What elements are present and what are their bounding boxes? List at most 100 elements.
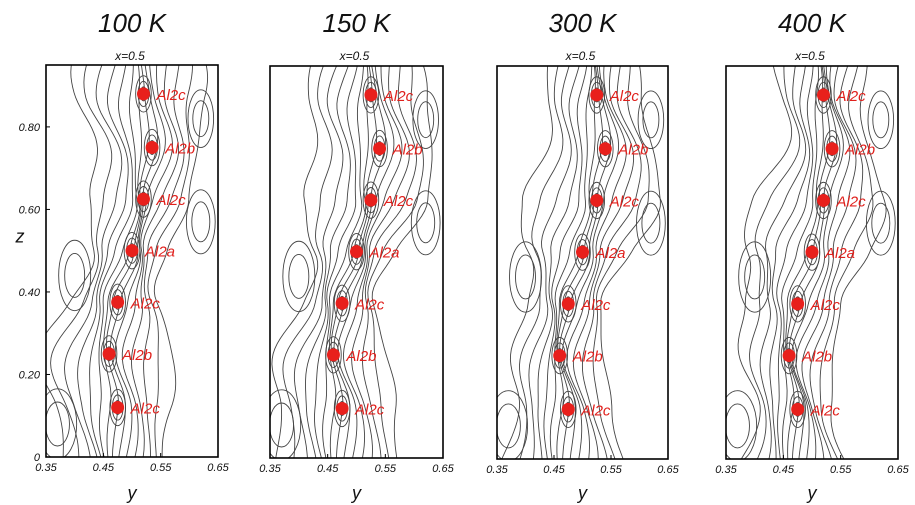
site-marker <box>598 142 612 156</box>
x-tick-label: 0.45 <box>93 462 115 474</box>
contour-loop <box>362 181 380 219</box>
panel-2: 150 K x=0.5 0.35 0.45 0.55 0.65 y Al2c Al2b Al2c A… <box>259 8 454 503</box>
contour-line <box>600 66 661 459</box>
contour-line <box>314 66 358 458</box>
contour-loop <box>871 202 891 244</box>
panel-title: 100 K <box>98 8 168 38</box>
x-axis-label: y <box>350 483 362 503</box>
x-tick-label: 0.35 <box>715 464 737 476</box>
site-marker <box>561 297 575 311</box>
site-label: Al2b <box>801 349 832 366</box>
contour-loop <box>497 390 529 459</box>
contour-line <box>581 66 642 459</box>
site-marker <box>326 348 340 362</box>
contour-line <box>337 66 395 458</box>
site-label: Al2a <box>595 245 626 262</box>
site-marker <box>125 244 139 258</box>
site-label: Al2b <box>164 141 195 158</box>
contour-loop <box>270 389 302 458</box>
site-label: Al2b <box>844 142 875 159</box>
contour-line <box>282 66 333 458</box>
site-marker <box>111 295 125 309</box>
site-marker <box>576 245 589 259</box>
plot-frame <box>725 65 899 460</box>
x-axis-label: y <box>806 483 818 503</box>
contour-loop <box>588 181 606 220</box>
contour-line <box>566 66 627 459</box>
contour-line <box>305 66 351 458</box>
site-label: Al2c <box>383 88 414 105</box>
contour-loop <box>410 190 441 256</box>
y-tick-label: 0.40 <box>19 287 41 299</box>
contour-loop <box>412 90 439 149</box>
panel-title: 150 K <box>323 8 393 38</box>
x-tick-label: 0.65 <box>207 462 229 474</box>
panel-title: 300 K <box>549 8 619 38</box>
site-label: Al2c <box>354 296 385 313</box>
site-marker <box>590 193 604 207</box>
contour-line <box>830 66 887 459</box>
contour-loop <box>282 240 316 313</box>
site-label: Al2c <box>354 401 385 418</box>
contour-loop <box>143 128 161 167</box>
contour-loop <box>865 190 896 256</box>
contour-line <box>77 65 129 457</box>
x-tick-label: 0.55 <box>375 463 397 475</box>
site-marker <box>553 349 567 363</box>
site-label: Al2c <box>810 402 841 419</box>
site-label: Al2c <box>130 295 161 312</box>
site-label: Al2a <box>824 245 855 262</box>
contour-loop <box>58 239 92 312</box>
contour-loop <box>744 254 766 300</box>
contour-line <box>343 66 403 458</box>
x-tick-label: 0.55 <box>150 462 172 474</box>
contour-line <box>776 66 814 459</box>
contour-line <box>785 66 824 459</box>
contour-loop <box>270 402 294 448</box>
y-tick-label: 0.80 <box>19 122 41 134</box>
contour-line <box>89 65 134 457</box>
contour-loop <box>815 181 832 220</box>
contour-line <box>64 65 123 457</box>
panel-1: 100 K x=0.5 0.35 0.45 0.55 0.65 y 0 0.20 0.40 0.60… <box>15 8 230 503</box>
contour-loop <box>789 390 806 429</box>
contour-loop <box>637 90 665 150</box>
x-tick-label: 0.35 <box>486 464 508 476</box>
panel-3: 300 K x=0.5 0.35 0.45 0.55 0.65 y Al2c Al2b Al2c A… <box>486 8 679 503</box>
contour-lines <box>497 66 666 459</box>
contour-line <box>809 66 864 459</box>
site-label: Al2c <box>835 193 866 210</box>
site-marker <box>136 87 150 101</box>
site-label: Al2c <box>580 297 611 314</box>
contour-line <box>572 66 635 459</box>
contour-loop <box>803 233 821 271</box>
contour-loop <box>497 403 521 449</box>
site-marker <box>782 349 796 363</box>
site-marker <box>561 402 575 416</box>
contour-loop <box>515 254 536 300</box>
contour-loop <box>333 284 351 322</box>
site-marker <box>825 142 839 156</box>
contour-line <box>592 66 650 459</box>
contour-line <box>795 66 851 459</box>
contour-line <box>791 66 844 459</box>
contour-line <box>537 66 580 459</box>
contour-line <box>293 66 344 458</box>
panel-subtitle: x=0.5 <box>794 49 825 63</box>
contour-line <box>121 65 173 457</box>
contour-line <box>749 66 801 459</box>
panel-4: 400 K x=0.5 0.35 0.45 0.55 0.65 y Al2c Al2b Al2c A… <box>715 8 909 503</box>
site-marker <box>373 142 387 156</box>
contour-line <box>819 66 874 459</box>
contour-loop <box>642 101 660 139</box>
plot-frame <box>45 64 219 458</box>
x-tick-label: 0.55 <box>830 464 852 476</box>
site-marker <box>102 347 116 361</box>
x-tick-label: 0.55 <box>600 464 622 476</box>
site-label: Al2b <box>345 348 376 365</box>
site-label: Al2a <box>369 245 400 262</box>
site-marker <box>111 400 125 414</box>
contour-loop <box>192 100 210 138</box>
panel-subtitle: x=0.5 <box>339 49 370 63</box>
